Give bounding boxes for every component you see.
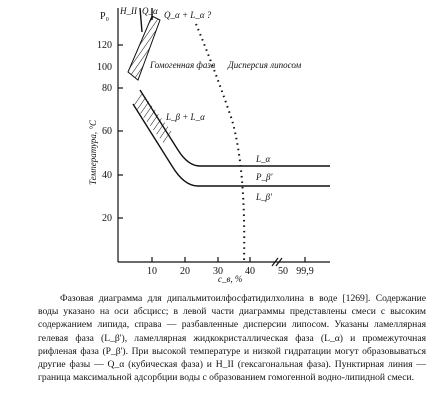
phase-label: L_β + L_α — [165, 112, 205, 122]
caption: Фазовая диаграмма для дипальмитоилфосфат… — [38, 293, 426, 384]
phase-label: P_β' — [255, 172, 273, 182]
phase-label: Гомогенная фаза — [149, 60, 216, 70]
x-tick-label: 30 — [213, 266, 223, 277]
phase-label: L_β' — [255, 192, 273, 202]
y-tick-label: 100 — [97, 62, 112, 73]
phase-boundaries — [127, 7, 330, 263]
y-tick-label: 20 — [102, 213, 112, 224]
x-tick-label: 10 — [147, 266, 157, 277]
figure: P₀ 120 100 80 60 40 20 10 20 30 40 50 99… — [88, 6, 330, 284]
phase-label: H_II — [119, 6, 138, 16]
x-tick-label: 40 — [245, 266, 255, 277]
axes — [117, 8, 330, 267]
y-axis-label: Температура, °C — [88, 119, 98, 185]
x-tick-label: 50 — [278, 266, 288, 277]
x-tick-label: 99,9 — [296, 266, 314, 277]
phase-label: Q_α — [142, 6, 158, 16]
y-tick-label: 80 — [102, 83, 112, 94]
y-top-label: P₀ — [100, 11, 110, 22]
phase-label: L_α — [255, 154, 271, 164]
x-tick-label: 20 — [180, 266, 190, 277]
y-tick-label: 40 — [102, 170, 112, 181]
phase-label: Q_α + L_α ? — [164, 10, 212, 20]
y-tick-label: 60 — [102, 126, 112, 137]
x-axis-label: c_в, % — [218, 274, 242, 284]
phase-label: Дисперсия липосом — [227, 60, 301, 70]
y-tick-label: 120 — [97, 40, 112, 51]
